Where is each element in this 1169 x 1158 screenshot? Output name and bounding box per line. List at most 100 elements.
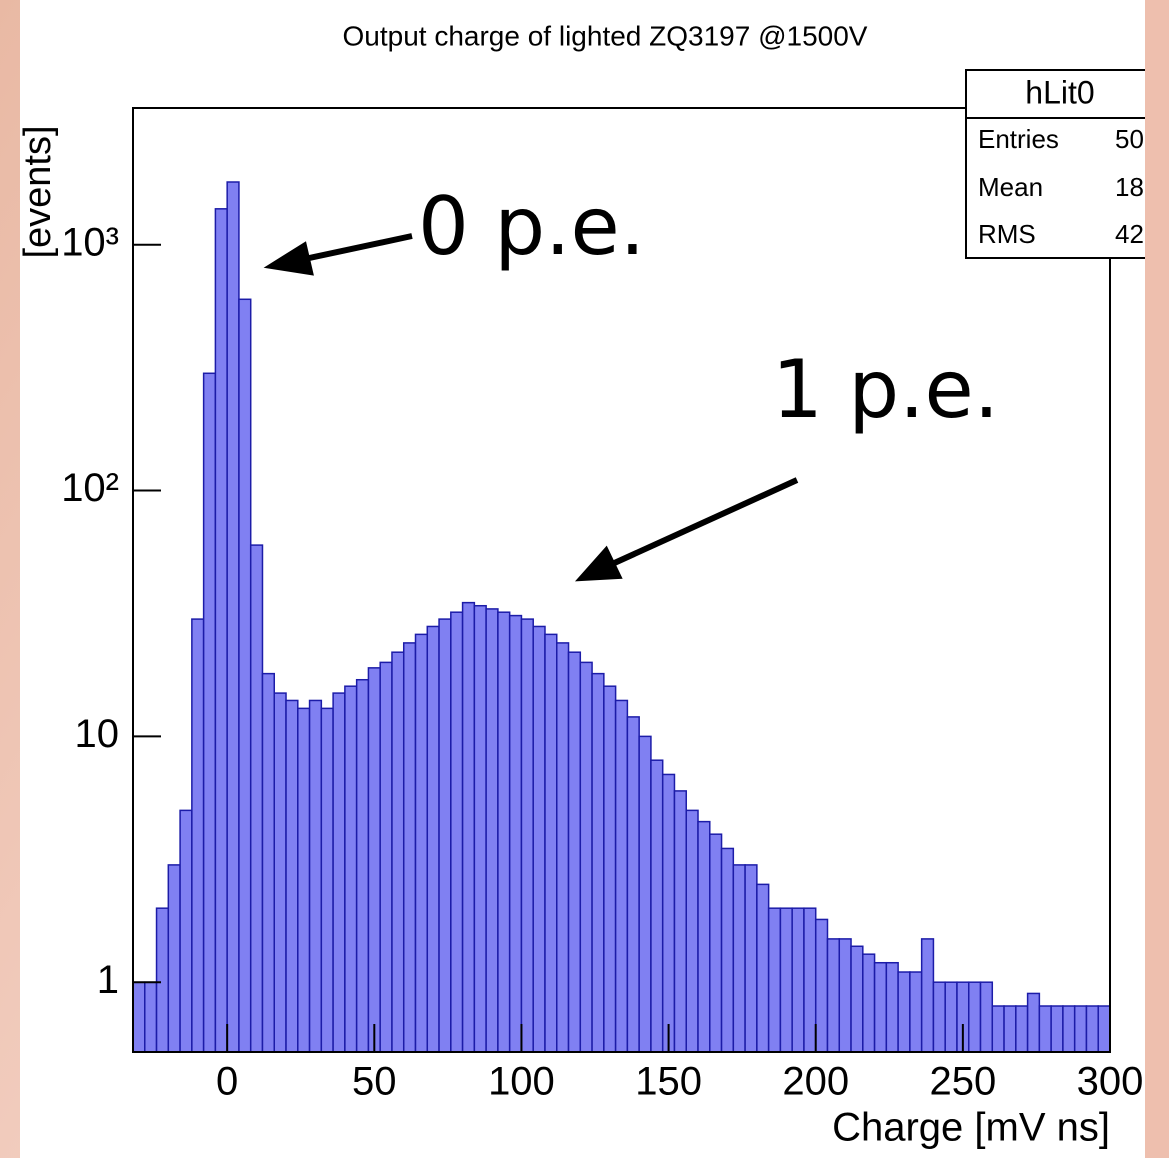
bar	[791, 907, 805, 1053]
bar	[367, 667, 381, 1053]
bar	[803, 907, 817, 1053]
bar	[885, 961, 899, 1053]
bar	[779, 907, 793, 1053]
bar	[1003, 1005, 1017, 1053]
bar	[426, 625, 440, 1053]
bar	[214, 208, 228, 1053]
bar	[191, 618, 205, 1053]
arrows	[263, 233, 799, 582]
bar	[873, 961, 888, 1053]
bar	[544, 633, 558, 1053]
bar	[1050, 1005, 1064, 1053]
arrow	[299, 233, 413, 263]
background-strip	[1145, 0, 1169, 1158]
bar	[485, 608, 499, 1053]
bar	[520, 618, 534, 1053]
bar	[638, 735, 652, 1053]
bar	[1085, 1005, 1099, 1053]
bar	[909, 971, 923, 1053]
bar	[920, 938, 935, 1053]
bar	[132, 981, 146, 1053]
bar	[344, 685, 358, 1053]
bar	[1026, 992, 1041, 1053]
bar	[579, 661, 593, 1053]
bar	[273, 692, 287, 1053]
bar	[1038, 1005, 1052, 1053]
x-tick-label: 200	[782, 1060, 849, 1104]
bar	[591, 672, 605, 1053]
bar	[944, 981, 958, 1053]
bar	[1062, 1005, 1076, 1053]
bar	[532, 625, 546, 1053]
bar	[850, 945, 864, 1053]
bar	[379, 661, 393, 1053]
bar	[226, 181, 240, 1053]
bar	[991, 1005, 1005, 1053]
bar	[473, 604, 487, 1053]
bar	[967, 981, 982, 1053]
arrow	[608, 477, 799, 568]
bar	[932, 981, 946, 1053]
arrowhead	[574, 545, 623, 582]
bar	[650, 759, 664, 1053]
bar	[720, 847, 735, 1053]
bar	[414, 633, 429, 1053]
stats-value: 50	[1115, 124, 1144, 154]
bar	[979, 981, 994, 1053]
bar	[838, 938, 852, 1053]
annotation: 1 p.e.	[772, 343, 999, 436]
bar	[450, 611, 464, 1053]
bar	[567, 651, 582, 1053]
x-tick-label: 100	[488, 1060, 555, 1104]
bar	[308, 699, 323, 1053]
bar	[249, 544, 264, 1053]
y-tick-label: 10	[75, 712, 120, 756]
bar	[862, 953, 876, 1053]
bar	[826, 938, 841, 1053]
bar	[626, 716, 640, 1053]
bar	[1015, 1005, 1029, 1053]
bar	[697, 820, 711, 1053]
stats-value: 42	[1115, 219, 1144, 249]
y-tick-label: 10³	[61, 220, 119, 264]
bar	[732, 864, 746, 1053]
bar	[167, 864, 181, 1053]
chart-title: Output charge of lighted ZQ3197 @1500V	[343, 20, 868, 51]
bar	[155, 907, 170, 1053]
bar	[238, 298, 252, 1053]
bar	[320, 707, 334, 1053]
bar	[144, 981, 158, 1053]
x-tick-label: 300	[1077, 1060, 1144, 1104]
x-tick-label: 50	[352, 1060, 397, 1104]
bar	[285, 699, 299, 1053]
bar	[402, 642, 417, 1053]
bar	[897, 971, 911, 1053]
arrowhead	[263, 241, 314, 276]
bar	[497, 611, 511, 1053]
bar	[744, 864, 758, 1053]
bar	[556, 642, 570, 1053]
bar	[767, 907, 782, 1053]
frame	[132, 107, 1111, 1053]
bar	[673, 790, 687, 1053]
bar	[614, 699, 629, 1053]
bar	[756, 883, 770, 1053]
stats-box: hLit0 Entries 50 Mean 18 RMS 42	[965, 69, 1157, 259]
bar	[461, 601, 476, 1053]
bar	[261, 672, 276, 1053]
bar	[508, 614, 523, 1053]
bar	[709, 833, 723, 1053]
x-tick-label: 150	[635, 1060, 702, 1104]
bar	[1097, 1005, 1111, 1053]
bar	[661, 773, 676, 1053]
bar	[297, 707, 311, 1053]
x-axis-label: Charge [mV ns]	[832, 1106, 1110, 1150]
stats-label: Entries	[978, 124, 1059, 154]
y-tick-label: 1	[97, 958, 119, 1002]
bar	[179, 809, 193, 1053]
stats-label: Mean	[978, 172, 1043, 202]
bar	[202, 372, 217, 1053]
y-axis-label: [events]	[17, 125, 59, 258]
